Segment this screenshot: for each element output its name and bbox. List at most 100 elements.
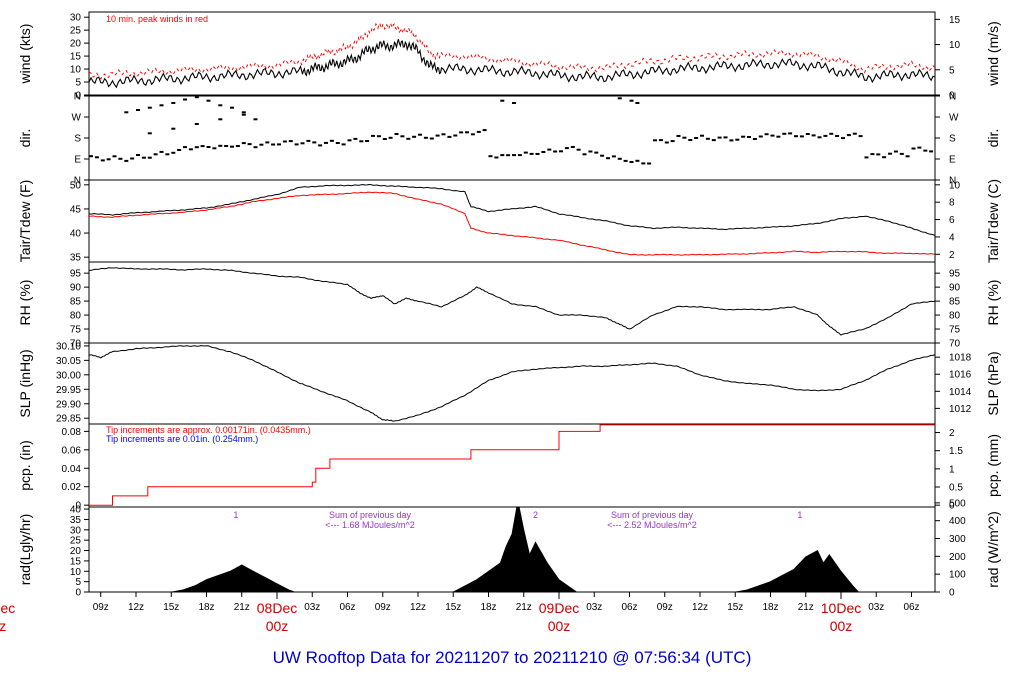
dir-point — [294, 143, 299, 146]
dir-point — [823, 134, 828, 137]
rad-tick-label-left: 10 — [70, 567, 82, 578]
dir-point — [623, 159, 628, 162]
dir-point — [324, 141, 328, 144]
dir-point — [858, 135, 863, 138]
dir-point — [147, 156, 152, 159]
dir-point — [911, 147, 916, 150]
rad-tick-label-left: 5 — [75, 577, 81, 588]
dir-point — [371, 134, 375, 137]
dir-point — [147, 106, 152, 109]
temp-ylabel-right: Tair/Tdew (C) — [985, 179, 1001, 263]
rad-tip-mark: 1 — [233, 510, 238, 520]
pcp-annotation: Tip increments are 0.01in. (0.254mm.) — [106, 434, 258, 444]
dir-point — [459, 131, 464, 134]
temp-tick-label-right: 4 — [949, 232, 955, 243]
rh-tick-label-left: 85 — [70, 297, 82, 308]
rad-annotation: <--- 2.52 MJoules/m^2 — [607, 520, 697, 530]
dir-point — [470, 133, 475, 136]
dir-point — [553, 150, 558, 153]
dir-point — [230, 106, 234, 109]
dir-tick-label-left: N — [74, 176, 81, 187]
rad-tip-mark: 1 — [797, 510, 802, 520]
temp-tick-label-left: 40 — [70, 229, 82, 240]
dir-point — [606, 157, 610, 160]
dir-point — [241, 142, 246, 145]
dir-point — [782, 132, 787, 135]
dir-point — [629, 161, 634, 163]
dir-point — [112, 155, 117, 158]
x-tick-label: 03z — [586, 602, 602, 613]
rad-tick-label-left: 40 — [70, 505, 82, 516]
dir-point — [512, 102, 516, 104]
dir-point — [130, 157, 135, 160]
dir-point — [318, 144, 323, 147]
rad-series-area — [171, 507, 860, 592]
dir-point — [118, 157, 123, 160]
dir-point — [306, 139, 311, 142]
pcp-tick-label-left: 0.06 — [62, 445, 82, 456]
dir-point — [171, 127, 176, 130]
pcp-annotation: Tip increments are approx. 0.00171in. (0… — [106, 425, 311, 435]
wind-series-group — [89, 21, 935, 89]
dir-point — [282, 140, 287, 143]
dir-point — [365, 140, 370, 142]
dir-point — [224, 145, 229, 147]
rh-tick-label-left: 75 — [70, 325, 82, 336]
pcp-ylabel-left: pcp. (in) — [17, 440, 33, 491]
pcp-tick-label-left: 0 — [75, 501, 81, 512]
x-tick-label: 18z — [198, 602, 214, 613]
dir-point — [94, 156, 99, 159]
dir-point — [253, 118, 258, 121]
rh-tick-label-left: 80 — [70, 311, 82, 322]
rad-ylabel-left: rad(Lgly/hr) — [17, 514, 33, 586]
x-tick-label: 21z — [516, 602, 532, 613]
dir-point — [923, 149, 928, 152]
dir-point — [676, 135, 681, 137]
temp-series-group — [89, 183, 935, 256]
dir-point — [635, 102, 640, 104]
wind-tick-label-right: 15 — [949, 15, 961, 26]
dir-point — [570, 146, 575, 148]
rh-tick-label-left: 90 — [70, 283, 82, 294]
dir-point — [136, 154, 140, 156]
dir-point — [523, 151, 528, 154]
dir-point — [194, 96, 199, 99]
dir-point — [259, 143, 264, 146]
dir-point — [171, 151, 176, 154]
rh-series-line — [89, 267, 935, 336]
slp-tick-label-left: 29.90 — [56, 399, 81, 410]
dir-point — [206, 146, 211, 148]
wind-tick-label-left: 25 — [70, 26, 82, 37]
temp-tick-label-right: 8 — [949, 198, 955, 209]
x-tick-label: 12z — [128, 602, 144, 613]
chart-footer-title: UW Rooftop Data for 20211207 to 20211210… — [272, 648, 752, 667]
panel-wind: wind (kts) wind (m/s) 0 5 10 15 20 25 30 0 5 10 15 10… — [17, 11, 1001, 102]
rad-tick-label-left: 15 — [70, 556, 82, 567]
dir-point — [935, 147, 939, 149]
x-tick-label: 15z — [445, 602, 461, 613]
slp-tick-label-right: 1014 — [949, 387, 972, 398]
dir-point — [218, 104, 223, 107]
dir-point — [788, 132, 793, 135]
pcp-tick-label-right: 1 — [949, 464, 955, 475]
rad-annotation: Sum of previous day — [329, 510, 412, 520]
dir-point — [547, 148, 552, 151]
pcp-tick-label-right: 0.5 — [949, 482, 963, 493]
rad-ylabel-right: rad (W/m^2) — [985, 511, 1001, 588]
dir-tick-label-right: E — [949, 155, 956, 166]
rad-tick-label-right: 200 — [949, 552, 966, 563]
slp-tick-label-left: 30.10 — [56, 341, 81, 352]
rh-tick-label-right: 95 — [949, 269, 961, 280]
rad-annotation: Sum of previous day — [611, 510, 694, 520]
rad-tick-label-left: 25 — [70, 536, 82, 547]
dir-point — [506, 154, 511, 157]
x-tick-label: 15z — [163, 602, 179, 613]
temp-tick-label-left: 45 — [70, 204, 82, 215]
slp-tick-label-left: 30.00 — [56, 370, 81, 381]
dir-series-group — [89, 96, 939, 165]
dir-point — [200, 145, 205, 148]
rh-tick-label-left: 95 — [70, 269, 82, 280]
slp-tick-label-left: 30.05 — [56, 356, 81, 367]
rad-series-group — [171, 507, 860, 592]
x-day-date-label: 07Dec — [0, 600, 15, 616]
